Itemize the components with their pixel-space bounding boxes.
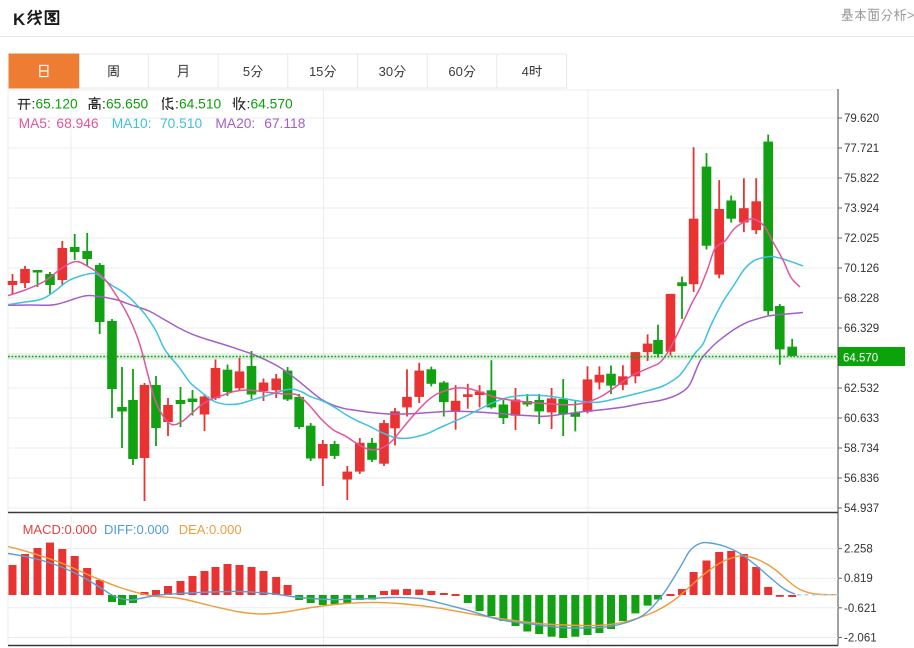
svg-text:64.570: 64.570 bbox=[251, 97, 294, 112]
svg-text:5: 5 bbox=[243, 64, 250, 79]
svg-text::: : bbox=[102, 97, 106, 112]
svg-text:70.126: 70.126 bbox=[844, 263, 879, 275]
svg-text:DEA:0.000: DEA:0.000 bbox=[179, 522, 242, 537]
svg-text:66.329: 66.329 bbox=[844, 323, 879, 335]
svg-text:65.120: 65.120 bbox=[36, 97, 79, 112]
svg-text:58.734: 58.734 bbox=[844, 443, 880, 455]
svg-text:70.510: 70.510 bbox=[160, 116, 203, 131]
svg-text:54.937: 54.937 bbox=[844, 503, 879, 515]
svg-text:60.633: 60.633 bbox=[844, 413, 879, 425]
svg-text:64.510: 64.510 bbox=[179, 97, 222, 112]
svg-text:68.228: 68.228 bbox=[844, 293, 879, 305]
svg-text:73.924: 73.924 bbox=[844, 203, 880, 215]
svg-text:67.118: 67.118 bbox=[264, 116, 306, 131]
svg-text:77.721: 77.721 bbox=[844, 143, 879, 155]
svg-text:>: > bbox=[907, 9, 914, 23]
svg-text::: : bbox=[32, 97, 36, 112]
svg-text:4: 4 bbox=[522, 64, 529, 79]
svg-text:2.258: 2.258 bbox=[844, 544, 873, 556]
svg-text:65.650: 65.650 bbox=[106, 97, 149, 112]
svg-text:MACD:0.000: MACD:0.000 bbox=[23, 522, 97, 537]
svg-text:-2.061: -2.061 bbox=[844, 632, 877, 644]
svg-text:62.532: 62.532 bbox=[844, 383, 879, 395]
svg-text:60: 60 bbox=[448, 64, 462, 79]
svg-text:30: 30 bbox=[379, 64, 393, 79]
svg-text:DIFF:0.000: DIFF:0.000 bbox=[104, 522, 169, 537]
svg-text:15: 15 bbox=[309, 64, 323, 79]
svg-text:64.570: 64.570 bbox=[843, 352, 878, 364]
svg-text:79.620: 79.620 bbox=[844, 113, 879, 125]
svg-text:72.025: 72.025 bbox=[844, 233, 879, 245]
svg-text:56.836: 56.836 bbox=[844, 473, 879, 485]
svg-text::: : bbox=[247, 97, 251, 112]
svg-text::: : bbox=[175, 97, 179, 112]
svg-text:68.946: 68.946 bbox=[56, 116, 99, 131]
svg-text:K: K bbox=[13, 10, 26, 29]
svg-text:MA5:: MA5: bbox=[19, 116, 51, 131]
svg-text:MA10:: MA10: bbox=[112, 116, 152, 131]
svg-text:75.822: 75.822 bbox=[844, 173, 879, 185]
svg-text:MA20:: MA20: bbox=[215, 116, 255, 131]
svg-text:-0.621: -0.621 bbox=[844, 603, 877, 615]
svg-text:0.819: 0.819 bbox=[844, 573, 873, 585]
